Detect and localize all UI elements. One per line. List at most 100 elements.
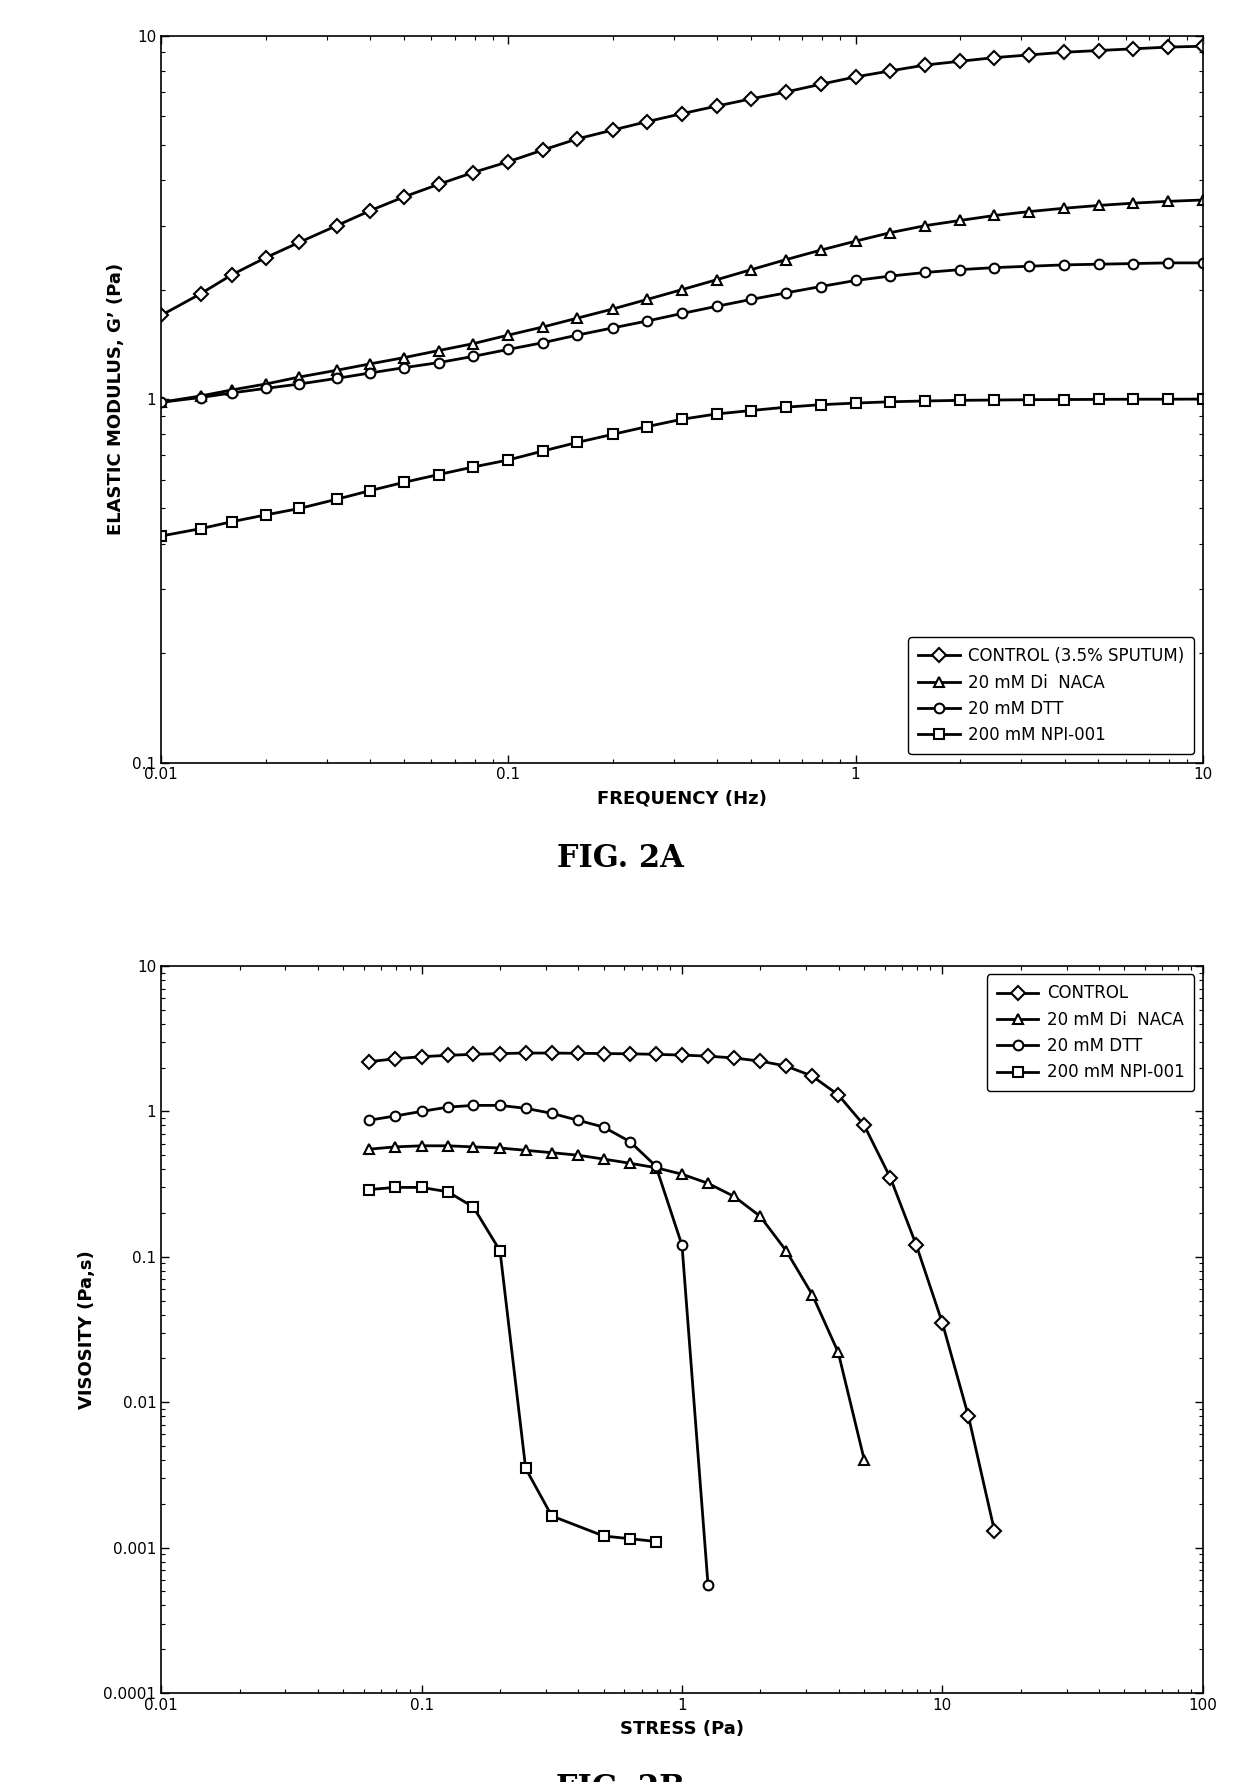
CONTROL (3.5% SPUTUM) [1195,36,1210,57]
CONTROL (3.5% SPUTUM) [779,82,794,103]
CONTROL (3.5% SPUTUM) [987,46,1002,68]
20 mM DTT [744,289,759,310]
CONTROL [596,1042,611,1064]
Line: 20 mM DTT: 20 mM DTT [365,1101,713,1590]
CONTROL (3.5% SPUTUM) [1091,39,1106,61]
200 mM NPI-001 [709,403,724,424]
20 mM Di  NACA [727,1185,742,1206]
20 mM DTT [397,356,412,378]
20 mM Di  NACA [397,347,412,369]
Legend: CONTROL, 20 mM Di  NACA, 20 mM DTT, 200 mM NPI-001: CONTROL, 20 mM Di NACA, 20 mM DTT, 200 m… [987,975,1194,1091]
CONTROL [570,1042,585,1064]
20 mM Di  NACA [329,360,343,381]
Text: FIG. 2A: FIG. 2A [557,843,683,873]
200 mM NPI-001 [1022,388,1037,410]
CONTROL [753,1050,768,1071]
20 mM Di  NACA [258,374,273,396]
200 mM NPI-001 [397,472,412,494]
20 mM Di  NACA [414,1135,429,1157]
CONTROL [987,1520,1002,1541]
20 mM Di  NACA [813,239,828,260]
20 mM Di  NACA [465,333,480,355]
20 mM Di  NACA [432,340,446,362]
CONTROL [961,1406,976,1427]
20 mM Di  NACA [848,230,863,251]
200 mM NPI-001 [258,504,273,526]
CONTROL (3.5% SPUTUM) [1126,37,1141,59]
200 mM NPI-001 [622,1527,637,1549]
Line: CONTROL (3.5% SPUTUM): CONTROL (3.5% SPUTUM) [156,41,1208,321]
CONTROL (3.5% SPUTUM) [1056,41,1071,62]
20 mM Di  NACA [883,223,898,244]
20 mM Di  NACA [193,385,208,406]
CONTROL [831,1083,846,1105]
20 mM Di  NACA [857,1449,872,1470]
20 mM Di  NACA [779,1240,794,1262]
20 mM DTT [883,266,898,287]
200 mM NPI-001 [1126,388,1141,410]
20 mM DTT [1056,255,1071,276]
Y-axis label: ELASTIC MODULUS, G’ (Pa): ELASTIC MODULUS, G’ (Pa) [108,264,125,535]
200 mM NPI-001 [440,1181,455,1203]
20 mM DTT [570,324,585,346]
20 mM DTT [675,1235,689,1256]
CONTROL [544,1042,559,1064]
20 mM Di  NACA [1195,189,1210,210]
CONTROL [362,1051,377,1073]
200 mM NPI-001 [1161,388,1176,410]
20 mM DTT [1126,253,1141,274]
200 mM NPI-001 [465,456,480,478]
Line: 20 mM DTT: 20 mM DTT [156,258,1208,406]
20 mM Di  NACA [987,205,1002,226]
20 mM Di  NACA [805,1283,820,1304]
CONTROL [857,1116,872,1137]
20 mM DTT [501,339,516,360]
20 mM DTT [1091,253,1106,274]
CONTROL (3.5% SPUTUM) [883,61,898,82]
CONTROL (3.5% SPUTUM) [465,162,480,184]
20 mM Di  NACA [518,1140,533,1162]
20 mM Di  NACA [744,258,759,280]
CONTROL (3.5% SPUTUM) [258,248,273,269]
CONTROL (3.5% SPUTUM) [154,305,169,326]
200 mM NPI-001 [1195,388,1210,410]
20 mM Di  NACA [779,249,794,271]
200 mM NPI-001 [570,431,585,453]
CONTROL (3.5% SPUTUM) [570,128,585,150]
20 mM Di  NACA [831,1342,846,1363]
CONTROL [388,1048,403,1069]
200 mM NPI-001 [388,1176,403,1198]
200 mM NPI-001 [779,396,794,417]
200 mM NPI-001 [883,390,898,412]
20 mM DTT [1195,253,1210,274]
20 mM DTT [154,392,169,413]
CONTROL [675,1044,689,1066]
20 mM DTT [440,1096,455,1117]
CONTROL (3.5% SPUTUM) [848,66,863,87]
CONTROL [466,1044,481,1066]
X-axis label: FREQUENCY (Hz): FREQUENCY (Hz) [598,789,766,807]
20 mM Di  NACA [492,1137,507,1158]
200 mM NPI-001 [596,1525,611,1547]
CONTROL [622,1042,637,1064]
200 mM NPI-001 [518,1458,533,1479]
20 mM Di  NACA [1056,198,1071,219]
200 mM NPI-001 [640,415,655,437]
CONTROL (3.5% SPUTUM) [744,87,759,109]
20 mM DTT [675,303,689,324]
200 mM NPI-001 [744,399,759,421]
20 mM Di  NACA [536,315,551,337]
200 mM NPI-001 [466,1196,481,1217]
CONTROL (3.5% SPUTUM) [813,73,828,94]
20 mM DTT [363,362,378,383]
20 mM DTT [570,1110,585,1132]
20 mM DTT [987,257,1002,278]
20 mM Di  NACA [466,1137,481,1158]
20 mM DTT [918,262,932,283]
20 mM DTT [544,1103,559,1124]
200 mM NPI-001 [492,1240,507,1262]
20 mM Di  NACA [640,289,655,310]
20 mM DTT [596,1116,611,1137]
20 mM DTT [329,367,343,388]
CONTROL (3.5% SPUTUM) [397,185,412,207]
